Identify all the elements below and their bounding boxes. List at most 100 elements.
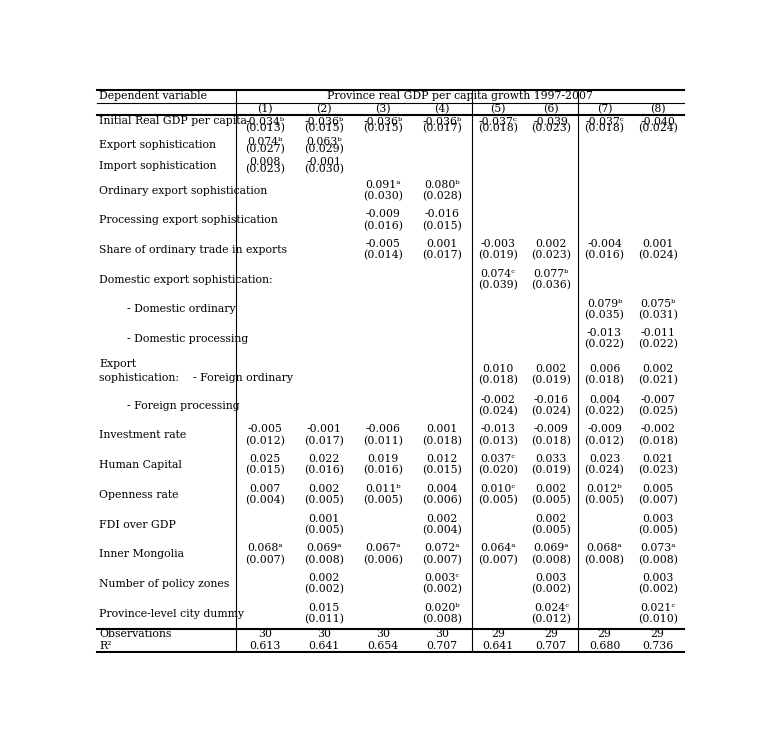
Text: (0.007): (0.007) [479,554,518,564]
Text: (0.023): (0.023) [638,465,677,476]
Text: 0.012ᵇ: 0.012ᵇ [587,484,623,494]
Text: Province real GDP per capita growth 1997-2007: Province real GDP per capita growth 1997… [327,91,593,101]
Text: 0.022: 0.022 [309,454,340,464]
Text: -0.011: -0.011 [640,328,675,338]
Text: (5): (5) [491,103,506,114]
Text: 29: 29 [491,629,505,639]
Text: 0.003: 0.003 [536,573,567,583]
Text: -0.036ᵇ: -0.036ᵇ [363,117,403,127]
Text: (0.024): (0.024) [531,406,572,416]
Text: 0.069ᵃ: 0.069ᵃ [306,543,342,553]
Text: 0.019: 0.019 [367,454,399,464]
Text: 0.654: 0.654 [367,641,399,651]
Text: 30: 30 [258,629,272,639]
Text: (0.018): (0.018) [584,375,625,385]
Text: R²: R² [99,641,111,651]
Text: (0.022): (0.022) [584,339,625,349]
Text: (0.018): (0.018) [584,123,625,134]
Text: 0.641: 0.641 [482,641,514,651]
Text: (0.030): (0.030) [304,164,344,174]
Text: 0.613: 0.613 [250,641,281,651]
Text: 0.002: 0.002 [536,239,567,249]
Text: 0.021ᶜ: 0.021ᶜ [640,603,675,613]
Text: Number of policy zones: Number of policy zones [99,579,229,589]
Text: 0.063ᵇ: 0.063ᵇ [306,137,342,147]
Text: (0.012): (0.012) [584,435,625,446]
Text: (0.028): (0.028) [422,191,462,201]
Text: 0.023: 0.023 [589,454,620,464]
Text: (0.018): (0.018) [422,435,462,446]
Text: 0.079ᵇ: 0.079ᵇ [587,299,622,308]
Text: 0.002: 0.002 [309,573,340,583]
Text: (0.024): (0.024) [479,406,518,416]
Text: (0.015): (0.015) [422,465,462,476]
Text: sophistication:    - Foreign ordinary: sophistication: - Foreign ordinary [99,373,293,383]
Text: 0.037ᶜ: 0.037ᶜ [481,454,516,464]
Text: 0.012: 0.012 [427,454,458,464]
Text: 0.068ᵃ: 0.068ᵃ [587,543,623,553]
Text: 0.680: 0.680 [589,641,620,651]
Text: (0.023): (0.023) [245,164,285,174]
Text: 0.075ᵇ: 0.075ᵇ [640,299,675,308]
Text: -0.034ᵇ: -0.034ᵇ [246,117,285,127]
Text: 0.068ᵃ: 0.068ᵃ [248,543,283,553]
Text: (0.015): (0.015) [245,465,285,476]
Text: -0.004: -0.004 [587,239,622,249]
Text: (0.023): (0.023) [531,250,572,261]
Text: -0.001: -0.001 [307,157,341,167]
Text: (0.029): (0.029) [304,144,344,154]
Text: (0.022): (0.022) [584,406,625,416]
Text: 0.001: 0.001 [309,514,340,523]
Text: 0.069ᵃ: 0.069ᵃ [533,543,569,553]
Text: 0.008: 0.008 [250,157,281,167]
Text: (0.017): (0.017) [304,435,344,446]
Text: 0.002: 0.002 [536,484,567,494]
Text: (0.004): (0.004) [245,495,285,505]
Text: (0.016): (0.016) [363,220,403,230]
Text: (6): (6) [543,103,559,114]
Text: 0.002: 0.002 [309,484,340,494]
Text: (0.004): (0.004) [422,525,462,535]
Text: (0.016): (0.016) [304,465,344,476]
Text: -0.016: -0.016 [534,395,568,404]
Text: 30: 30 [376,629,390,639]
Text: Import sophistication: Import sophistication [99,161,216,170]
Text: (0.005): (0.005) [584,495,624,505]
Text: (0.015): (0.015) [304,123,344,134]
Text: 0.003: 0.003 [642,573,674,583]
Text: -0.013: -0.013 [481,424,516,435]
Text: (0.039): (0.039) [479,280,518,290]
Text: (0.005): (0.005) [479,495,518,505]
Text: (1): (1) [258,103,273,114]
Text: (0.005): (0.005) [531,495,572,505]
Text: (0.007): (0.007) [245,554,285,564]
Text: (0.016): (0.016) [584,250,625,261]
Text: (0.018): (0.018) [531,435,572,446]
Text: -0.036ᵇ: -0.036ᵇ [305,117,344,127]
Text: (0.023): (0.023) [531,123,572,134]
Text: Province-level city dummy: Province-level city dummy [99,608,244,619]
Text: -0.036ᵇ: -0.036ᵇ [422,117,462,127]
Text: (0.008): (0.008) [422,614,462,624]
Text: (0.030): (0.030) [363,191,403,201]
Text: (0.005): (0.005) [638,525,677,535]
Text: 30: 30 [317,629,331,639]
Text: 0.736: 0.736 [642,641,674,651]
Text: Observations: Observations [99,629,171,639]
Text: 0.080ᵇ: 0.080ᵇ [424,180,460,189]
Text: 30: 30 [435,629,449,639]
Text: (0.018): (0.018) [478,375,518,385]
Text: Export: Export [99,360,136,369]
Text: 0.001: 0.001 [427,424,458,435]
Text: (0.008): (0.008) [531,554,572,564]
Text: (0.018): (0.018) [478,123,518,134]
Text: 0.003ᶜ: 0.003ᶜ [424,573,459,583]
Text: (0.011): (0.011) [304,614,344,624]
Text: (0.013): (0.013) [478,435,518,446]
Text: Export sophistication: Export sophistication [99,140,216,150]
Text: 0.073ᵃ: 0.073ᵃ [640,543,675,553]
Text: Share of ordinary trade in exports: Share of ordinary trade in exports [99,245,287,255]
Text: -0.013: -0.013 [587,328,622,338]
Text: (0.002): (0.002) [638,584,677,595]
Text: (0.021): (0.021) [638,375,677,385]
